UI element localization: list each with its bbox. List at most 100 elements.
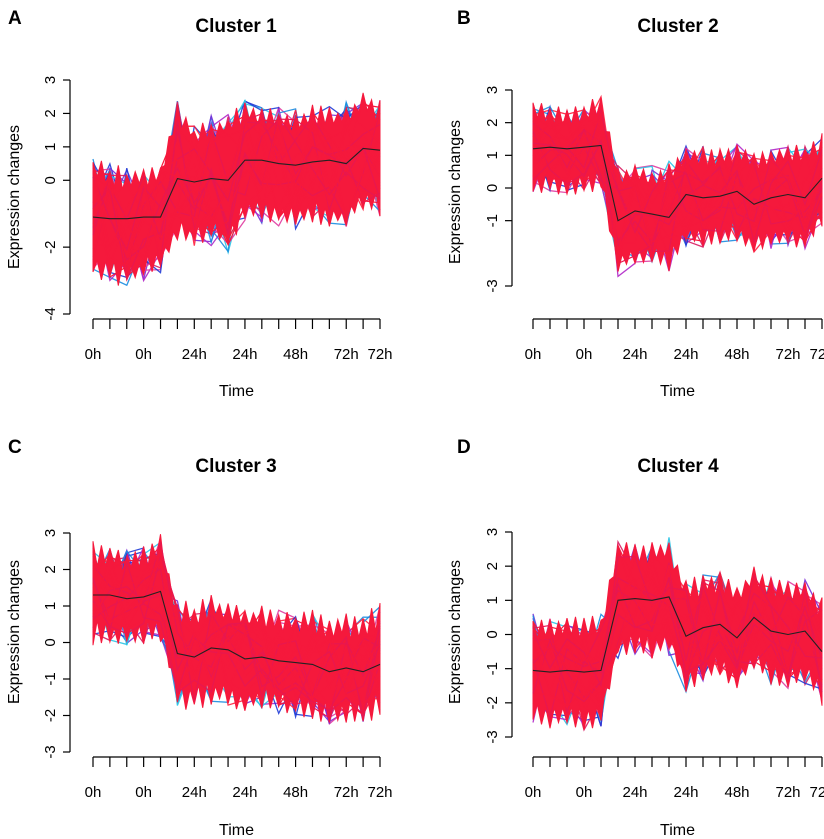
y-tick-label: -1 — [42, 672, 59, 685]
y-tick-label: 1 — [484, 596, 501, 604]
x-tick-label: 48h — [724, 784, 749, 801]
profile-line — [532, 133, 823, 250]
profile-line — [532, 564, 823, 719]
y-tick-label: 0 — [484, 184, 501, 192]
profile-line — [532, 589, 823, 708]
x-tick-label: 0h — [85, 346, 102, 363]
plot-area — [532, 537, 823, 732]
x-axis-title: Time — [660, 822, 695, 839]
profile-line — [532, 577, 823, 703]
plot-area — [92, 92, 381, 287]
y-tick-label: 2 — [42, 109, 59, 117]
profile-line — [532, 576, 823, 673]
y-tick-label: 2 — [484, 562, 501, 570]
x-tick-label: 24h — [673, 346, 698, 363]
x-tick-label: 24h — [232, 784, 257, 801]
y-tick-label: -2 — [42, 240, 59, 253]
y-axis-title: Expression changes — [447, 560, 464, 704]
x-tick-label: 48h — [283, 346, 308, 363]
centroid-line — [93, 590, 381, 673]
profile-line — [532, 577, 823, 715]
y-tick-label: 3 — [484, 528, 501, 536]
x-tick-label: 0h — [525, 784, 542, 801]
x-tick-label: 72h — [334, 346, 359, 363]
panel-title: Cluster 2 — [637, 16, 718, 37]
profile-line — [92, 115, 381, 260]
expression-band — [532, 97, 823, 272]
x-tick-label: 0h — [525, 346, 542, 363]
y-tick-label: -4 — [42, 307, 59, 320]
y-tick-label: 3 — [42, 76, 59, 84]
profile-line — [92, 552, 381, 693]
profile-line — [92, 560, 381, 718]
x-tick-label: 72h — [809, 346, 824, 363]
profile-line — [92, 123, 381, 282]
centroid-line — [532, 144, 823, 222]
profile-line — [532, 110, 823, 238]
profile-line — [92, 561, 381, 707]
profile-line — [532, 139, 823, 248]
x-tick-label: 72h — [775, 346, 800, 363]
x-axis-title: Time — [660, 383, 695, 400]
centroid-line — [532, 596, 823, 673]
x-tick-label: 0h — [576, 784, 593, 801]
y-axis-title: Expression changes — [6, 560, 23, 704]
profile-line — [532, 576, 823, 696]
panel-B: B Cluster 2 -3 -1 0 1 2 3 0h 0h 24h 24h 48h 72h 72h Tim… — [447, 8, 824, 400]
x-tick-label: 72h — [367, 784, 392, 801]
x-tick-label: 24h — [622, 346, 647, 363]
y-tick-label: -2 — [484, 696, 501, 709]
y-tick-label: 1 — [42, 602, 59, 610]
profile-line — [92, 103, 381, 266]
profile-line — [532, 118, 823, 247]
profile-line — [532, 561, 823, 704]
x-tick-label: 48h — [724, 346, 749, 363]
profile-line — [532, 119, 823, 251]
y-tick-label: 2 — [42, 565, 59, 573]
x-tick-label: 0h — [135, 346, 152, 363]
panel-letter: B — [457, 8, 471, 29]
plot-area — [92, 534, 381, 725]
profile-line — [532, 583, 823, 712]
x-tick-label: 72h — [334, 784, 359, 801]
profile-line — [532, 549, 823, 713]
y-tick-label: -3 — [484, 279, 501, 292]
x-tick-label: 0h — [576, 346, 593, 363]
y-tick-label: 2 — [484, 118, 501, 126]
panel-letter: D — [457, 437, 471, 458]
profile-line — [92, 579, 381, 716]
y-tick-label: -3 — [42, 745, 59, 758]
profile-line — [92, 118, 381, 252]
panel-letter: C — [8, 437, 22, 458]
profile-line — [92, 558, 381, 707]
x-tick-label: 24h — [622, 784, 647, 801]
x-tick-label: 24h — [232, 346, 257, 363]
centroid-line — [92, 147, 381, 220]
profile-line — [92, 573, 381, 689]
profile-line — [92, 114, 381, 261]
panel-title: Cluster 4 — [637, 456, 719, 477]
y-tick-label: 3 — [484, 86, 501, 94]
x-axis-title: Time — [219, 383, 254, 400]
profile-line — [92, 569, 381, 706]
profile-line — [532, 119, 823, 258]
x-tick-label: 24h — [182, 784, 207, 801]
profile-line — [532, 116, 823, 265]
plot-area — [532, 94, 823, 278]
profile-line — [92, 581, 381, 707]
profile-line — [92, 558, 381, 700]
profile-line — [92, 120, 381, 267]
x-tick-label: 72h — [775, 784, 800, 801]
y-tick-label: 0 — [42, 176, 59, 184]
y-tick-label: 0 — [484, 630, 501, 638]
y-tick-label: 1 — [42, 143, 59, 151]
profile-line — [532, 129, 823, 244]
y-tick-label: -2 — [42, 709, 59, 722]
profile-line — [92, 586, 381, 708]
panel-C: C Cluster 3 -3 -2 -1 0 1 2 3 0h 0h 24h 24h 48h 72h 72h T… — [6, 437, 393, 839]
y-tick-label: 0 — [42, 638, 59, 646]
panel-letter: A — [8, 8, 22, 29]
x-tick-label: 48h — [283, 784, 308, 801]
panel-title: Cluster 1 — [195, 16, 277, 37]
